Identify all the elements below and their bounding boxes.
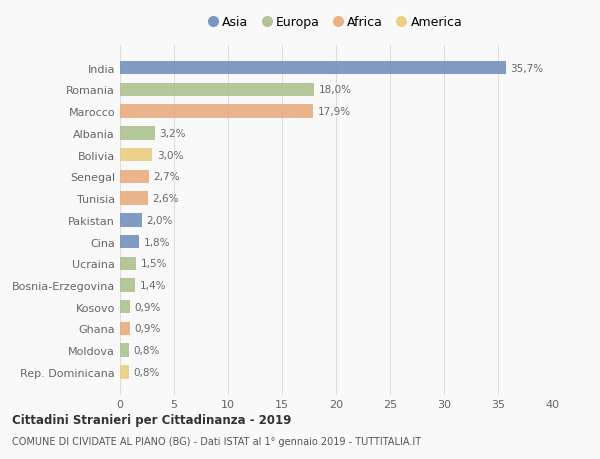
Bar — [120, 105, 313, 118]
Bar — [120, 62, 506, 75]
Text: 35,7%: 35,7% — [510, 63, 543, 73]
Bar — [120, 192, 148, 205]
Bar — [120, 344, 128, 357]
Text: 0,8%: 0,8% — [133, 346, 160, 355]
Text: 0,9%: 0,9% — [134, 302, 160, 312]
Text: 2,7%: 2,7% — [154, 172, 180, 182]
Bar — [120, 300, 130, 314]
Text: 1,4%: 1,4% — [139, 280, 166, 291]
Text: 0,9%: 0,9% — [134, 324, 160, 334]
Text: 1,5%: 1,5% — [140, 259, 167, 269]
Bar — [120, 279, 135, 292]
Text: 3,0%: 3,0% — [157, 150, 183, 160]
Bar — [120, 257, 136, 270]
Legend: Asia, Europa, Africa, America: Asia, Europa, Africa, America — [206, 12, 466, 33]
Bar — [120, 84, 314, 97]
Text: COMUNE DI CIVIDATE AL PIANO (BG) - Dati ISTAT al 1° gennaio 2019 - TUTTITALIA.IT: COMUNE DI CIVIDATE AL PIANO (BG) - Dati … — [12, 436, 421, 446]
Bar — [120, 170, 149, 184]
Text: 1,8%: 1,8% — [144, 237, 170, 247]
Bar — [120, 322, 130, 336]
Text: 2,0%: 2,0% — [146, 215, 172, 225]
Text: 2,6%: 2,6% — [152, 194, 179, 204]
Text: 3,2%: 3,2% — [159, 129, 185, 139]
Text: Cittadini Stranieri per Cittadinanza - 2019: Cittadini Stranieri per Cittadinanza - 2… — [12, 413, 292, 426]
Bar — [120, 213, 142, 227]
Text: 0,8%: 0,8% — [133, 367, 160, 377]
Bar — [120, 149, 152, 162]
Text: 18,0%: 18,0% — [319, 85, 352, 95]
Bar — [120, 127, 155, 140]
Bar — [120, 365, 128, 379]
Text: 17,9%: 17,9% — [317, 107, 351, 117]
Bar — [120, 235, 139, 249]
